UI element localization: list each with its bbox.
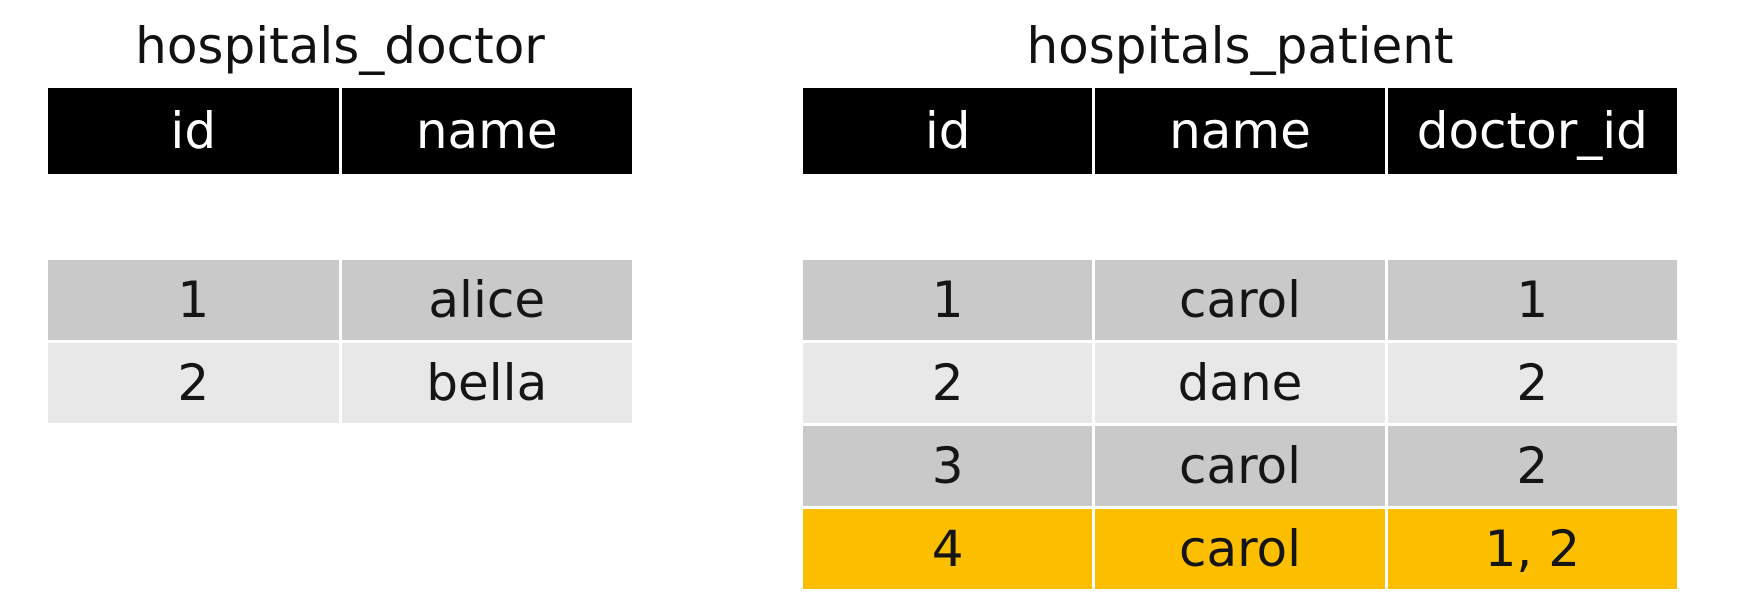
patient-table-header-row: id name doctor_id xyxy=(803,88,1677,174)
patient-cell-id: 1 xyxy=(803,260,1093,340)
doctor-table-panel: hospitals_doctor id name 1 alice 2 bella xyxy=(48,0,632,426)
patient-table-row-highlighted: 4 carol 1, 2 xyxy=(803,509,1677,589)
doctor-table-row: 1 alice xyxy=(48,260,632,340)
patient-column-header-id: id xyxy=(803,88,1093,174)
patient-cell-doctor-id: 2 xyxy=(1387,426,1677,506)
doctor-column-header-id: id xyxy=(48,88,339,174)
doctor-cell-name: alice xyxy=(341,260,632,340)
doctor-cell-id: 2 xyxy=(48,343,339,423)
doctor-table-title: hospitals_doctor xyxy=(135,17,545,75)
patient-table-row: 2 dane 2 xyxy=(803,343,1677,423)
patient-table-row: 3 carol 2 xyxy=(803,426,1677,506)
patient-table: id name doctor_id 1 carol 1 2 dane 2 3 c… xyxy=(800,85,1680,592)
patient-column-header-name: name xyxy=(1095,88,1385,174)
patient-cell-id: 3 xyxy=(803,426,1093,506)
patient-cell-doctor-id: 1, 2 xyxy=(1387,509,1677,589)
patient-column-header-doctor-id: doctor_id xyxy=(1387,88,1677,174)
patient-cell-name: carol xyxy=(1095,260,1385,340)
doctor-cell-name: bella xyxy=(341,343,632,423)
patient-cell-name: dane xyxy=(1095,343,1385,423)
patient-cell-id: 2 xyxy=(803,343,1093,423)
patient-cell-doctor-id: 2 xyxy=(1387,343,1677,423)
doctor-table-row: 2 bella xyxy=(48,343,632,423)
doctor-column-header-name: name xyxy=(341,88,632,174)
doctor-cell-id: 1 xyxy=(48,260,339,340)
patient-cell-doctor-id: 1 xyxy=(1387,260,1677,340)
patient-table-panel: hospitals_patient id name doctor_id 1 ca… xyxy=(803,0,1677,592)
patient-cell-name: carol xyxy=(1095,509,1385,589)
patient-cell-id: 4 xyxy=(803,509,1093,589)
doctor-table-header-row: id name xyxy=(48,88,632,174)
patient-table-title: hospitals_patient xyxy=(1026,17,1454,75)
patient-cell-name: carol xyxy=(1095,426,1385,506)
patient-table-row: 1 carol 1 xyxy=(803,260,1677,340)
doctor-table: id name 1 alice 2 bella xyxy=(45,85,635,426)
